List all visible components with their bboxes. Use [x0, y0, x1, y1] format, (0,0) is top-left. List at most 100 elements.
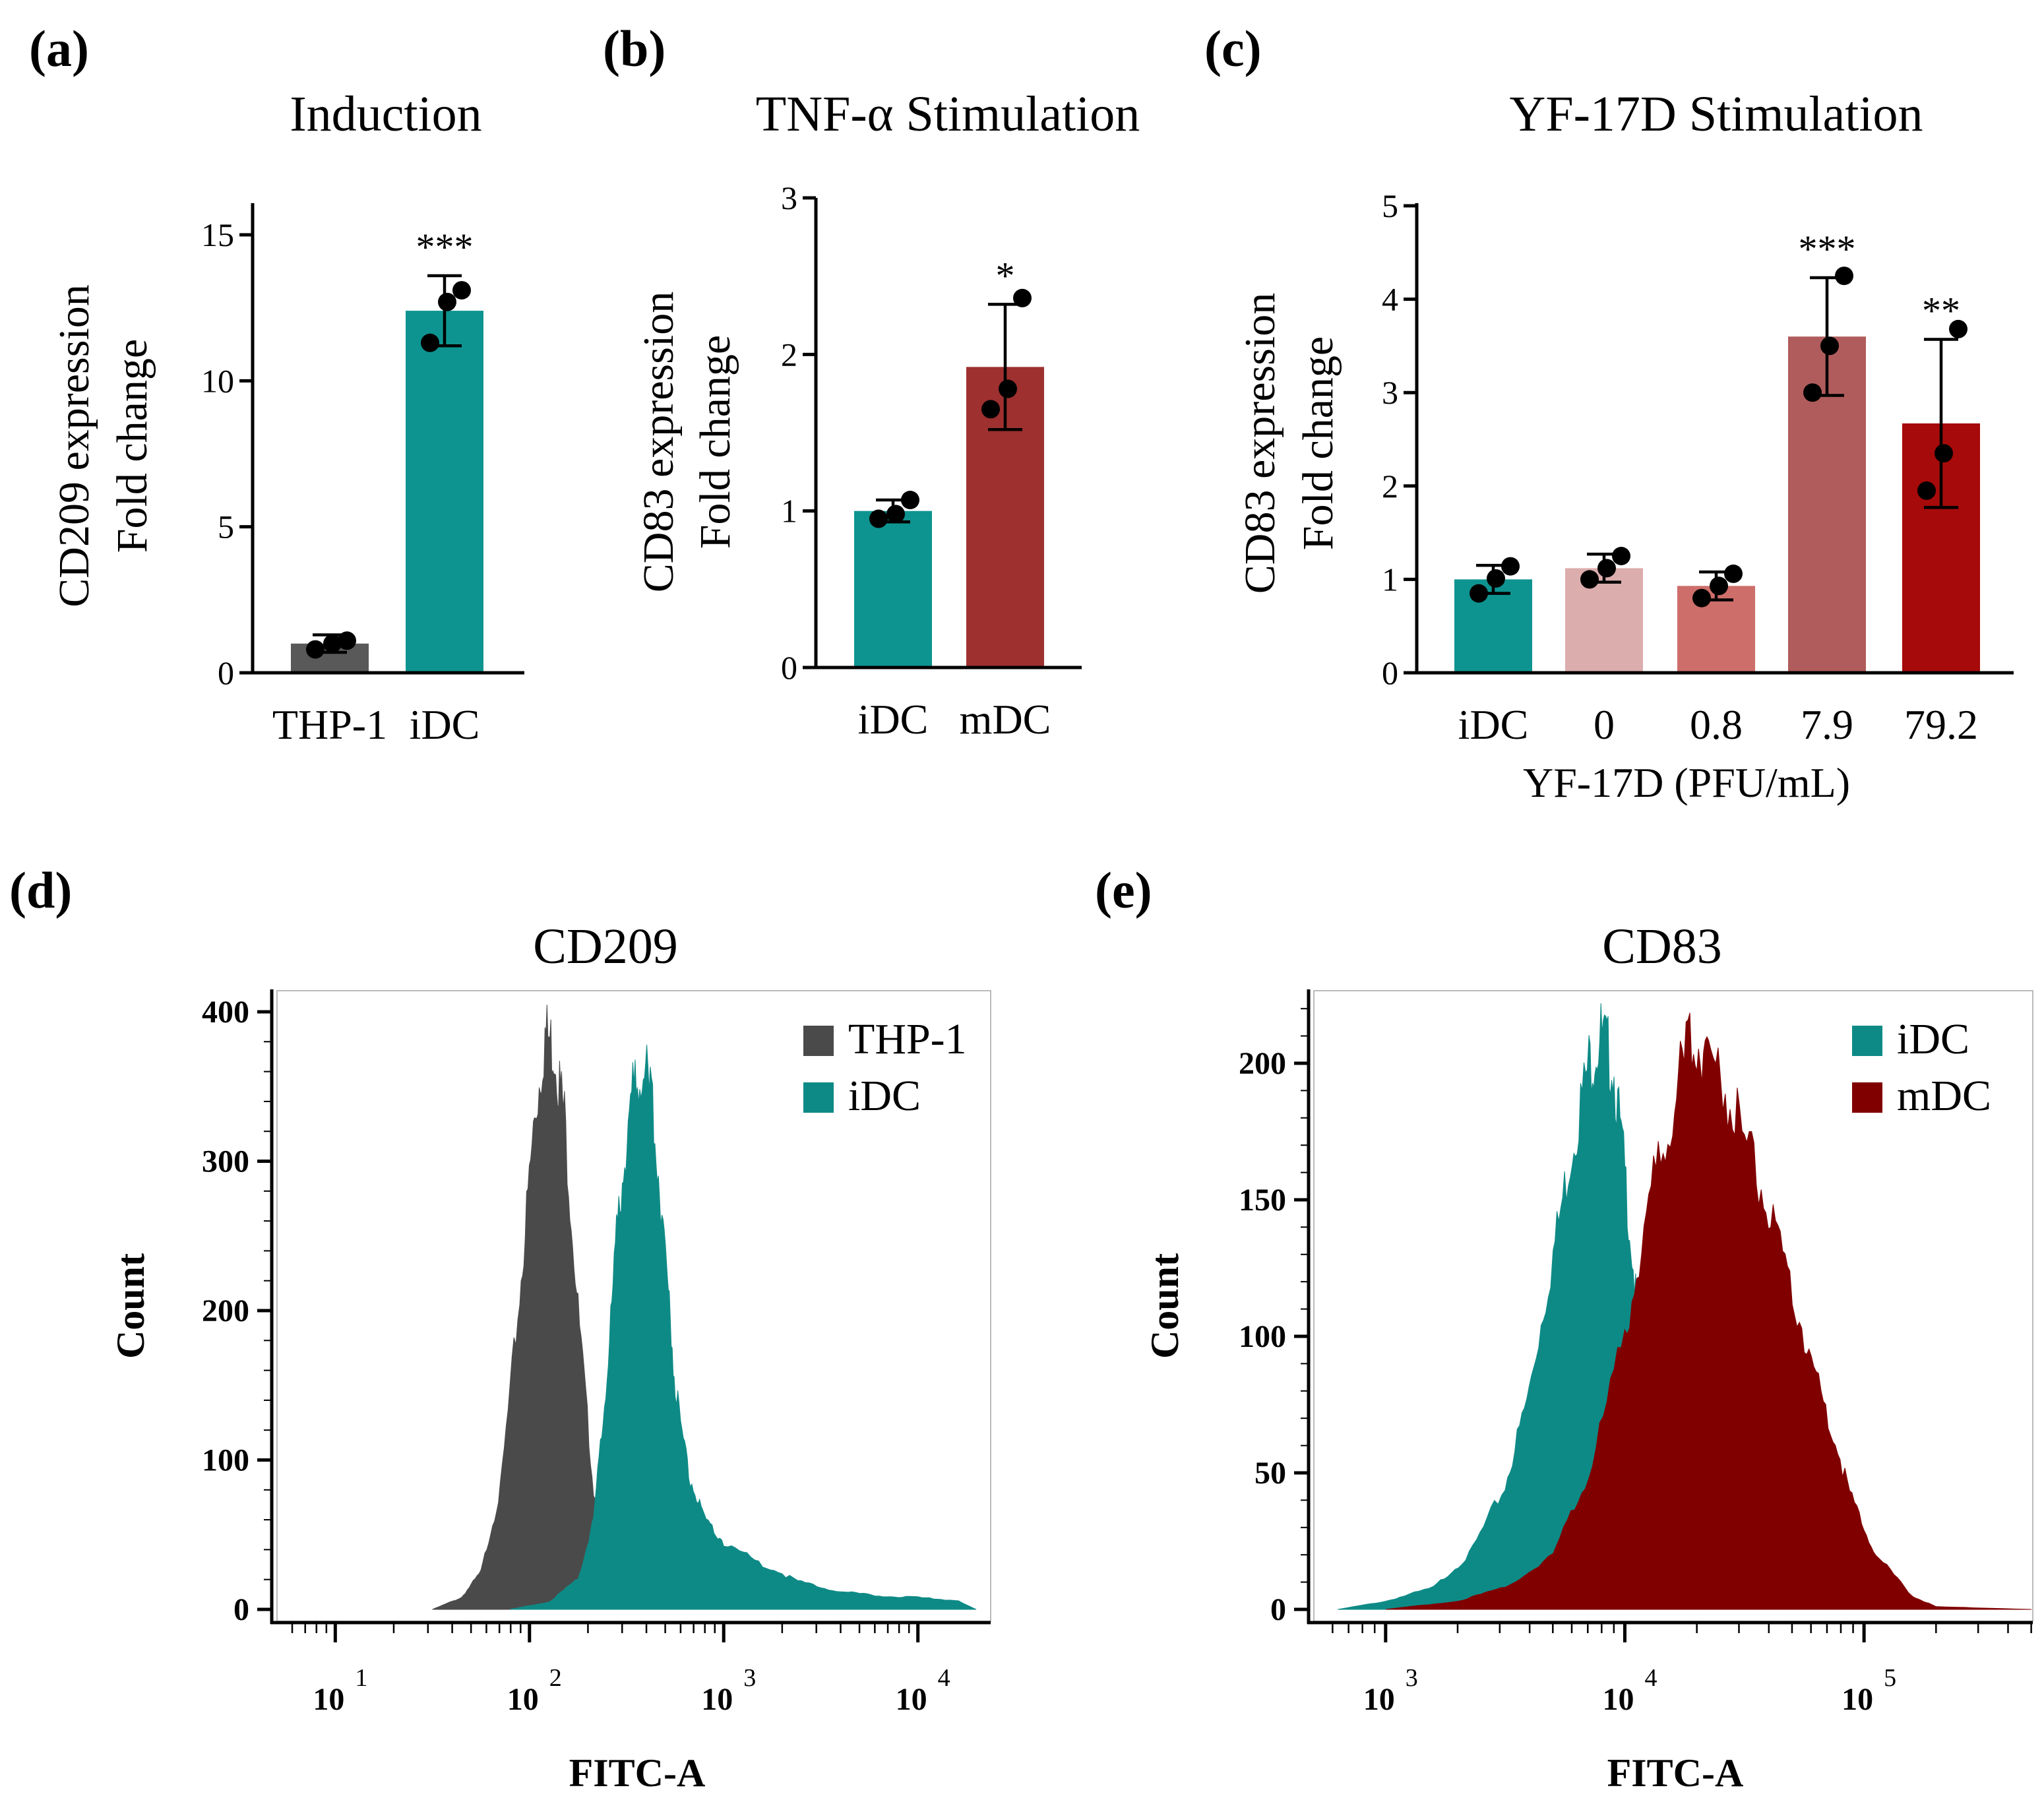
legend-label-THP-1: THP-1	[848, 1015, 967, 1063]
legend-swatch-THP-1	[803, 1026, 834, 1056]
data-point	[981, 400, 1000, 419]
panel-label-e: (e)	[1095, 861, 1152, 919]
data-point	[421, 333, 439, 352]
category-label: mDC	[960, 696, 1051, 743]
panel-d-cd209-histogram: (d) CD209 0 100 200 300 400 10 1 10 2 10 3 10 4 Cou…	[9, 861, 991, 1795]
category-label: 0	[1594, 701, 1615, 748]
data-point	[1917, 481, 1936, 500]
y-axis-title-line2-a: Fold change	[108, 339, 156, 553]
panel-c-yf17d-stimulation: (c) YF-17D Stimulation CD83 expression F…	[1204, 20, 2014, 806]
data-point	[1803, 383, 1822, 402]
legend-label-mDC: mDC	[1897, 1072, 1991, 1120]
x-tick-label-exponent: 3	[743, 1664, 756, 1692]
legend-swatch-iDC	[803, 1082, 834, 1113]
x-tick-label-base: 10	[507, 1682, 539, 1717]
data-point	[1835, 266, 1853, 286]
x-tick-label-exponent: 1	[355, 1664, 367, 1692]
y-tick-label: 300	[202, 1144, 249, 1179]
y-axis-title-line2-c: Fold change	[1294, 336, 1342, 550]
category-labels-c: iDC 0 0.8 7.9 79.2	[1458, 701, 1978, 748]
panel-label-b: (b)	[603, 20, 666, 77]
data-point	[869, 509, 888, 528]
panel-a-induction: (a) Induction CD209 expression Fold chan…	[29, 20, 524, 748]
x-tick-label-exponent: 2	[549, 1664, 562, 1692]
histogram-series-iDC	[510, 1044, 977, 1610]
x-tick-labels-e: 10 3 10 4 10 5	[1363, 1664, 1896, 1717]
legend-d: THP-1 iDC	[803, 1015, 967, 1120]
x-axis-title-c: YF-17D (PFU/mL)	[1523, 759, 1850, 806]
y-tick-label: 5	[1382, 187, 1398, 224]
legend-swatch-iDC	[1852, 1026, 1882, 1056]
significance-label: ***	[416, 226, 474, 268]
x-tick-label-base: 10	[1602, 1682, 1634, 1717]
chart-title-e: CD83	[1602, 919, 1722, 974]
category-label: iDC	[410, 701, 480, 748]
x-tick-label-base: 10	[1842, 1682, 1873, 1717]
significance-label: **	[1922, 289, 1960, 332]
chart-title-d: CD209	[533, 919, 678, 974]
bar-0	[1565, 568, 1643, 673]
category-label: 0.8	[1690, 701, 1743, 748]
data-point	[338, 631, 356, 650]
y-tick-labels-b: 0 1 2 3	[781, 179, 797, 686]
data-points-b	[869, 288, 1032, 528]
y-tick-label: 0	[1382, 654, 1398, 691]
x-minor-ticks-d	[291, 1624, 920, 1642]
significance-labels-c: *****	[1799, 228, 1961, 332]
y-tick-labels-d: 0 100 200 300 400	[202, 995, 272, 1627]
x-axis-title-e: FITC-A	[1607, 1751, 1744, 1795]
data-point	[1487, 569, 1505, 588]
bar-iDC	[1454, 579, 1532, 673]
y-tick-label: 200	[202, 1293, 249, 1328]
data-point	[1612, 547, 1630, 565]
y-tick-label: 3	[1382, 374, 1398, 411]
y-tick-label: 1	[781, 493, 797, 530]
category-label: iDC	[858, 696, 929, 743]
bars-c	[1454, 336, 1980, 673]
data-point	[886, 505, 905, 524]
bar-iDC	[854, 511, 932, 668]
bars-a	[291, 311, 483, 673]
legend-label-iDC: iDC	[1897, 1015, 1969, 1063]
y-tick-label: 100	[202, 1443, 249, 1478]
chart-title-a: Induction	[290, 86, 481, 142]
significance-labels-b: *	[996, 254, 1015, 297]
y-axis-title-d: Count	[109, 1253, 152, 1359]
y-tick-label: 0	[781, 649, 797, 686]
data-point	[1949, 319, 1967, 338]
data-point	[1820, 336, 1839, 356]
data-point	[1013, 288, 1032, 307]
data-point	[323, 634, 342, 653]
y-tick-label: 1	[1382, 561, 1398, 598]
x-tick-label-exponent: 5	[1884, 1664, 1896, 1692]
data-point	[452, 281, 471, 300]
y-tick-label: 2	[781, 336, 797, 373]
x-tick-label-base: 10	[313, 1682, 344, 1717]
y-tick-label: 150	[1239, 1183, 1286, 1218]
x-tick-label-exponent: 3	[1406, 1664, 1418, 1692]
y-tick-label: 50	[1254, 1456, 1286, 1491]
category-label: iDC	[1458, 701, 1529, 748]
x-tick-label-base: 10	[1363, 1682, 1395, 1717]
y-axis-title-line1-a: CD209 expression	[50, 284, 98, 607]
data-point	[438, 292, 456, 311]
panel-label-c: (c)	[1204, 20, 1262, 77]
y-axis-title-e: Count	[1143, 1253, 1187, 1359]
data-point	[1710, 576, 1728, 596]
y-axis-title-line1-b: CD83 expression	[635, 292, 683, 592]
panel-e-cd83-histogram: (e) CD83 0 50 100 150 200 10 3 10 4 10 5 Count FI…	[1095, 861, 2033, 1795]
x-tick-labels-d: 10 1 10 2 10 3 10 4	[313, 1664, 950, 1717]
error-bars-c	[1476, 276, 1958, 602]
category-labels-a: THP-1 iDC	[272, 701, 480, 748]
y-tick-label: 5	[218, 509, 234, 545]
y-tick-label: 200	[1239, 1046, 1286, 1081]
histogram-areas-d	[432, 1005, 977, 1610]
chart-title-c: YF-17D Stimulation	[1509, 86, 1923, 142]
data-point	[901, 491, 919, 510]
x-minor-ticks-e	[1332, 1624, 2032, 1642]
data-point	[1724, 564, 1743, 583]
y-ticks-c	[1404, 204, 1417, 675]
panel-label-a: (a)	[29, 20, 89, 77]
y-tick-label: 10	[201, 362, 234, 399]
